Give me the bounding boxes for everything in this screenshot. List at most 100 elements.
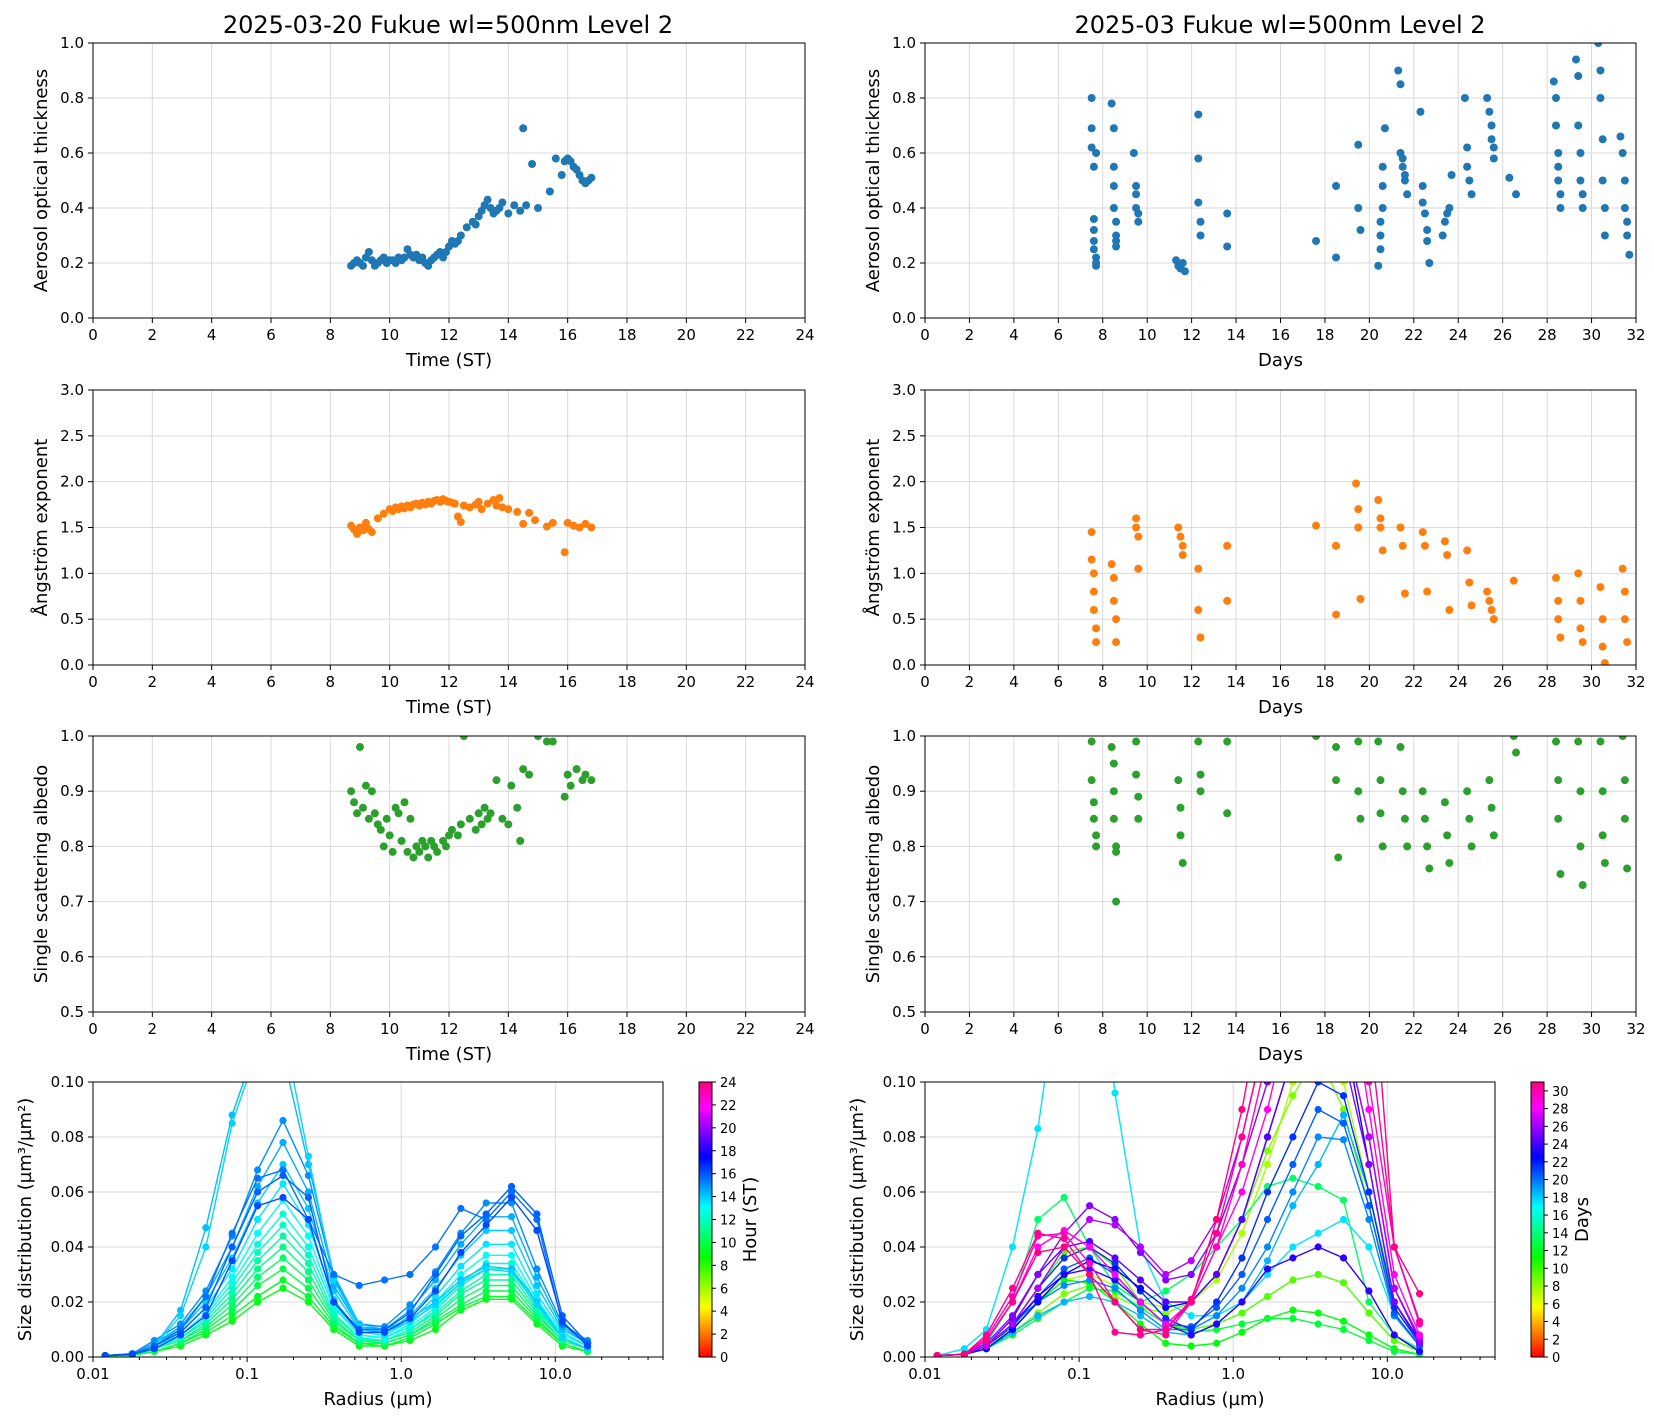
x-tick-label: 30 [1582,1020,1601,1038]
series-point [1340,1023,1347,1030]
series-point [1008,1312,1017,1320]
x-tick-label: 24 [1449,1020,1468,1038]
colorbar-tick-label: 20 [720,1122,737,1137]
data-point [1552,573,1561,582]
data-point [1443,831,1452,840]
series-point [1187,1298,1195,1306]
x-axis-label: Time (ST) [405,350,492,371]
data-point [1403,842,1412,851]
axes-frame [924,735,1637,1013]
data-point [1178,858,1187,867]
x-tick-label: 8 [326,326,336,344]
x-tick-label: 8 [326,673,336,691]
series-point [1111,1265,1119,1273]
data-point [1332,776,1341,785]
x-tick-label: 24 [795,673,814,691]
x-tick-label: 8 [1098,1020,1108,1038]
series-point [482,1287,490,1295]
x-tick-label: 10 [1138,673,1157,691]
series-point [279,1180,287,1188]
series-point [1390,1331,1398,1339]
data-point [409,853,418,862]
data-point [1376,809,1385,818]
series-point [558,1334,566,1342]
series-point [254,1281,262,1290]
y-tick-label: 0.8 [60,89,84,107]
data-point [1447,171,1456,179]
y-tick-label: 0.0 [60,656,84,674]
series-point [482,1199,490,1207]
data-point [358,261,367,270]
series-point [1315,858,1322,865]
series-line [937,1287,1420,1357]
data-point [1223,809,1232,818]
series-point [254,1273,262,1281]
data-point [1087,776,1096,785]
series-point [101,1352,109,1357]
data-point [1092,624,1101,633]
series-line [937,1082,1421,1357]
data-point [1425,864,1434,873]
data-point [1087,124,1096,133]
x-tick-label: 6 [1054,326,1064,344]
series-point [1339,1111,1348,1119]
colorbar-tick-label: 0 [720,1351,728,1366]
y-axis-label: Ångström exponent [30,439,52,617]
data-point [1487,606,1496,614]
data-point [1460,94,1469,102]
data-point [1112,842,1121,851]
x-tick-label: 2 [965,673,975,691]
colorbar-label: Days [1572,1197,1593,1242]
series-point [482,1251,490,1259]
data-point [504,505,513,514]
series-point [1162,1270,1170,1279]
series-point [960,1350,968,1357]
series-point [507,1259,516,1268]
y-tick-label: 0.5 [892,610,916,628]
axis-ticks: 0.01 0.1 1.0 10.0 0.00 0.02 0.04 0.06 0.08 0.10 [883,1073,1496,1383]
x-tick-label: 26 [1493,1020,1512,1038]
data-point [581,770,590,779]
series-point [1263,1292,1272,1301]
x-tick-label: 0.01 [76,1365,109,1383]
series-point [1339,1119,1348,1127]
data-point [364,814,373,823]
data-point [1445,858,1454,867]
series-point [1008,1325,1017,1334]
data-point [1376,217,1385,226]
series-point [1415,1317,1424,1325]
grid-lines [92,42,806,319]
data-point [548,737,557,746]
data-point [587,173,596,182]
series-point [1289,1160,1297,1169]
data-point [1196,217,1205,226]
data-point [1112,237,1121,245]
data-point [373,514,382,523]
data-point [1556,870,1565,878]
series-point [1339,1136,1348,1144]
series-point [1263,1257,1272,1265]
series-point [1086,1202,1094,1210]
data-point [379,842,388,851]
x-tick-label: 8 [1098,673,1108,691]
x-tick-label: 10 [380,673,399,691]
x-axis-label: Time (ST) [405,1044,492,1065]
x-tick-label: 0 [920,326,930,344]
series-point [583,1342,592,1350]
series-point [1162,1276,1170,1284]
data-point [1512,748,1521,757]
grid-lines [92,389,806,666]
series-line [105,1196,589,1357]
data-point [1572,55,1581,64]
series-point [457,1240,465,1248]
series-point [1238,1160,1246,1169]
series-point [128,1350,136,1357]
data-point [483,195,492,204]
data-point [1089,569,1098,578]
y-tick-label: 2.0 [60,473,84,491]
series-point [1365,1133,1373,1141]
series-point [1008,1298,1017,1306]
series-point [279,1160,287,1169]
x-tick-label: 32 [1626,673,1645,691]
axis-ticks: 0 2 4 6 8 10 12 14 16 18 20 22 240.00.20.40.60.81.0 [60,34,814,344]
